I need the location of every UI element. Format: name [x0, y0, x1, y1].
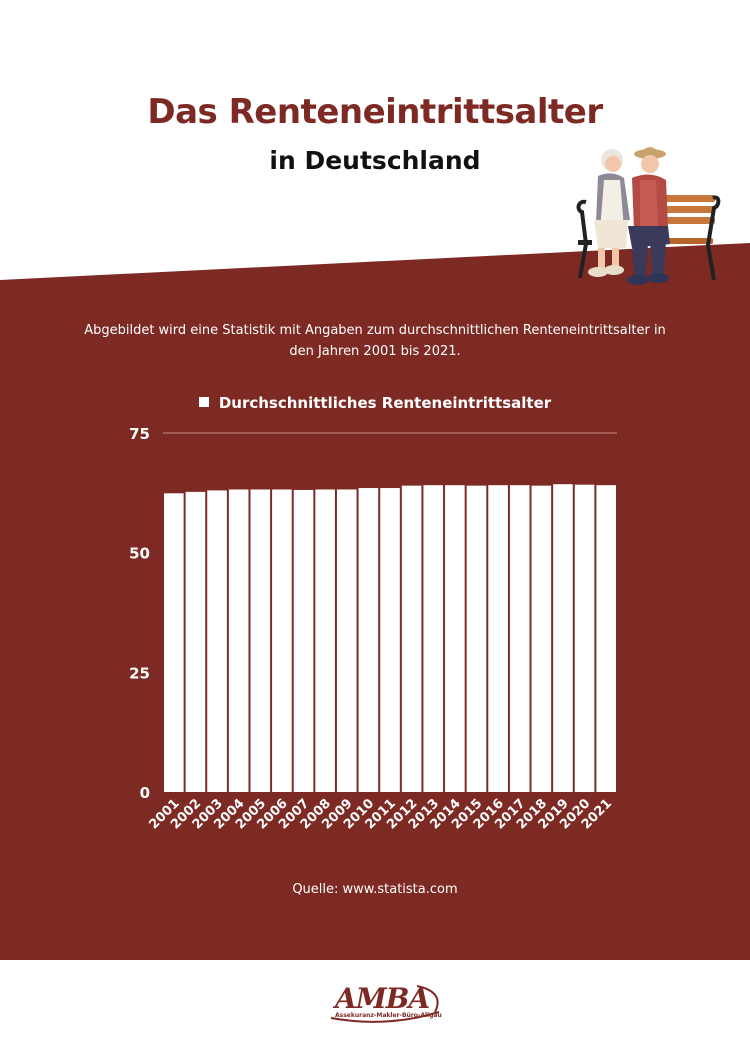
bar-2017: [509, 485, 530, 792]
bar-2006: [272, 489, 292, 792]
logo-text: AMBA: [335, 982, 430, 1015]
y-tick-label: 0: [140, 784, 150, 802]
bar-2016: [488, 485, 508, 792]
y-tick-label: 75: [129, 425, 150, 443]
bar-2008: [315, 489, 335, 792]
logo-subtitle: Assekuranz-Makler-Büro-Allgäu: [335, 1012, 442, 1019]
y-tick-label: 50: [129, 545, 150, 563]
bar-2013: [423, 485, 444, 792]
bar-2019: [553, 484, 573, 792]
page-title: Das Renteneintrittsalter: [147, 92, 603, 132]
chart-legend: Durchschnittliches Renteneintrittsalter: [0, 394, 750, 412]
bar-2015: [466, 485, 487, 792]
bar-2020: [574, 484, 595, 792]
bar-2011: [380, 488, 400, 792]
elderly-couple-illustration: [576, 147, 721, 285]
bar-2005: [250, 489, 271, 792]
source-text: Quelle: www.statista.com: [292, 882, 458, 897]
man-figure-icon: [627, 147, 670, 285]
bar-2012: [401, 485, 422, 792]
y-tick-label: 25: [129, 664, 150, 682]
bar-2014: [445, 485, 465, 792]
amba-logo: AMBA Assekuranz-Makler-Büro-Allgäu: [327, 982, 447, 1026]
bar-2001: [164, 493, 184, 792]
woman-figure-icon: [588, 149, 630, 277]
bar-2004: [228, 489, 249, 792]
page-subtitle: in Deutschland: [269, 146, 481, 175]
bar-2002: [185, 491, 206, 792]
bar-2021: [596, 485, 616, 792]
bar-2010: [358, 488, 379, 792]
bar-2007: [293, 489, 314, 792]
bar-2003: [207, 490, 227, 792]
bar-2018: [531, 485, 552, 792]
legend-swatch: [198, 397, 209, 407]
bar-2009: [336, 489, 357, 792]
legend-label: Durchschnittliches Renteneintrittsalter: [218, 394, 552, 412]
intro-text: Abgebildet wird eine Statistik mit Angab…: [84, 323, 666, 359]
logo-swoosh-icon: [330, 985, 440, 1023]
